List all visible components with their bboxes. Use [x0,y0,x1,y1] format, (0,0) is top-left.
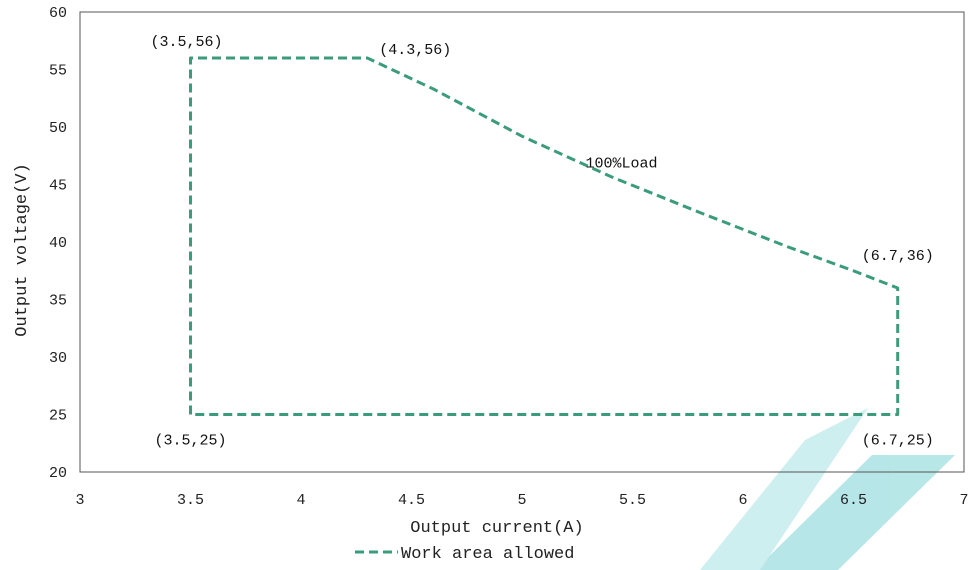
point-annotation: 100%Load [585,155,657,172]
y-tick-label: 60 [49,5,67,22]
legend: Work area allowed [355,545,574,564]
x-tick-label: 7 [959,492,968,509]
series-work-area-line [189,56,900,416]
x-axis-ticks: 3 3.5 4 4.5 5 5.5 6 6.5 7 [75,492,968,509]
y-tick-label: 40 [49,235,67,252]
watermark-logo [700,408,955,570]
y-tick-label: 25 [49,408,67,425]
x-tick-label: 5.5 [619,492,646,509]
y-tick-label: 35 [49,293,67,310]
y-axis-ticks: 20 25 30 35 40 45 50 55 60 [49,5,67,482]
point-annotation: (3.5,56) [150,34,222,51]
x-tick-label: 6.5 [840,492,867,509]
x-axis-title: Output current(A) [410,519,583,538]
watermark-stripe-left [755,455,955,570]
point-annotation: (6.7,36) [862,248,934,265]
point-annotation: (4.3,56) [379,42,451,59]
watermark-stripe-right [700,408,868,570]
annotation-layer: (3.5,56) (4.3,56) 100%Load (6.7,36) (3.5,25)… [150,34,933,450]
point-annotation: (6.7,25) [862,433,934,450]
point-annotation: (3.5,25) [154,433,226,450]
legend-label: Work area allowed [401,545,574,564]
y-tick-label: 45 [49,178,67,195]
y-tick-label: 20 [49,465,67,482]
series-layer [189,56,900,416]
x-tick-label: 4 [296,492,305,509]
y-tick-label: 30 [49,350,67,367]
x-tick-label: 5 [517,492,526,509]
y-axis-title: Output voltage(V) [13,163,32,336]
x-tick-label: 6 [738,492,747,509]
x-tick-label: 4.5 [398,492,425,509]
y-tick-label: 50 [49,120,67,137]
x-tick-label: 3 [75,492,84,509]
x-tick-label: 3.5 [177,492,204,509]
plot-area [79,11,965,473]
y-tick-label: 55 [49,63,67,80]
